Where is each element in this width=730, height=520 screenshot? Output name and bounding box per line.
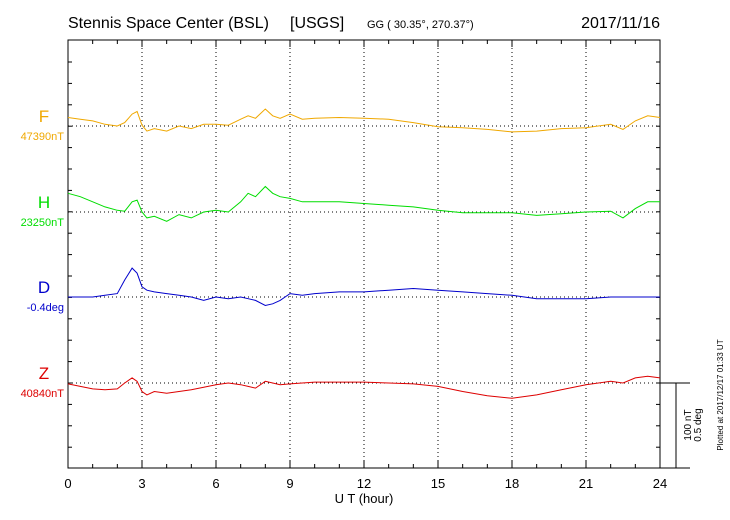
x-tick-label: 6 xyxy=(212,476,219,491)
plotted-at-text: Plotted at 2017/12/17 01:33 UT xyxy=(716,339,725,450)
chart-date: 2017/11/16 xyxy=(581,15,660,32)
x-tick-label: 0 xyxy=(64,476,71,491)
chart-coords: GG ( 30.35°, 270.37°) xyxy=(367,19,474,31)
series-labels: F 47390nT H 23250nT D -0.4deg Z 40840nT xyxy=(21,107,65,400)
grid-lines xyxy=(68,40,660,468)
series-baseline-d: -0.4deg xyxy=(27,302,64,314)
x-tick-label: 12 xyxy=(357,476,371,491)
x-tick-label: 9 xyxy=(286,476,293,491)
scale-bar-nt-label: 100 nT xyxy=(683,409,694,440)
axis-ticks xyxy=(67,40,661,468)
series-line-z xyxy=(67,375,661,399)
chart-title-agency: [USGS] xyxy=(290,15,344,32)
series-name-z: Z xyxy=(39,364,49,383)
series-baseline-h: 23250nT xyxy=(21,217,65,229)
x-tick-label: 18 xyxy=(505,476,519,491)
series-name-h: H xyxy=(38,193,50,212)
series-name-d: D xyxy=(38,278,50,297)
chart-title-station: Stennis Space Center (BSL) xyxy=(68,15,269,32)
series-name-f: F xyxy=(39,107,49,126)
series-line-f xyxy=(67,108,661,133)
series-baseline-z: 40840nT xyxy=(21,388,65,400)
x-tick-label: 24 xyxy=(653,476,667,491)
scale-bar: 100 nT 0.5 deg xyxy=(660,382,704,469)
scale-bar-deg-label: 0.5 deg xyxy=(693,408,704,441)
x-tick-label: 21 xyxy=(579,476,593,491)
x-tick-label: 15 xyxy=(431,476,445,491)
x-axis-label: U T (hour) xyxy=(335,491,394,506)
x-tick-label: 3 xyxy=(138,476,145,491)
series-line-h xyxy=(67,185,660,222)
series-baseline-f: 47390nT xyxy=(21,131,65,143)
series-line-d xyxy=(68,267,660,307)
series-traces xyxy=(67,108,661,399)
x-tick-labels: 0 3 6 9 12 15 18 21 24 xyxy=(64,476,667,491)
